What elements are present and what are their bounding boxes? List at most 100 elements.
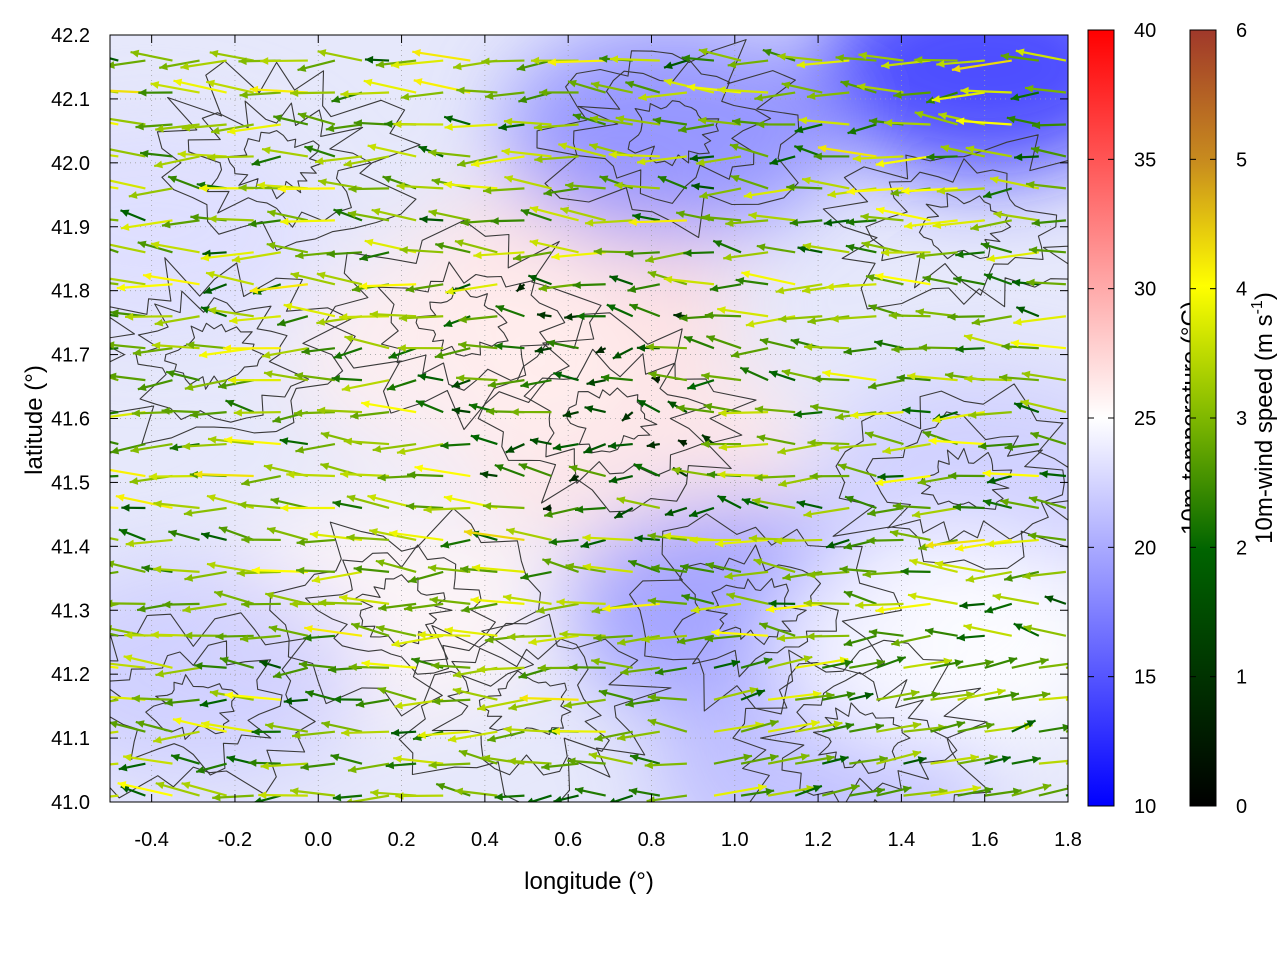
terrain-contour (227, 130, 324, 200)
wind-arrow-head (1062, 723, 1068, 732)
wind-arrow-head (454, 239, 464, 247)
wind-arrow (713, 659, 741, 669)
wind-arrow (922, 275, 958, 286)
y-axis-label: latitude (°) (21, 365, 48, 475)
wind-arrow (925, 538, 985, 549)
wind-arrow-head (845, 722, 855, 731)
wind-arrow-head (874, 339, 883, 348)
wind-arrow-head (918, 543, 928, 551)
wind-arrow (856, 83, 904, 94)
wind-arrow-head (717, 495, 727, 504)
wind-arrow-shaft (229, 315, 281, 323)
wind-arrow-head (184, 574, 194, 582)
wind-arrow-shaft (954, 538, 1012, 551)
wind-arrow (867, 506, 904, 517)
wind-arrow-head (609, 55, 619, 64)
wind-arrow-shaft (610, 794, 634, 802)
wind-arrow-head (1041, 691, 1051, 699)
wind-arrow-head (645, 343, 654, 351)
wind-arrow (1027, 532, 1067, 542)
wind-arrow-head (748, 534, 758, 543)
wind-arrow-shaft (110, 243, 146, 254)
wind-arrow-head (679, 314, 688, 322)
wind-arrow-head (471, 564, 481, 572)
wind-arrow-shaft (122, 755, 173, 765)
wind-arrow-head (391, 639, 401, 648)
wind-arrow-head (528, 274, 538, 283)
wind-arrow-head (835, 412, 844, 421)
wind-arrow-head (867, 508, 876, 517)
wind-arrow (518, 463, 552, 478)
wind-arrow-head (266, 241, 276, 250)
wind-arrow (110, 376, 119, 382)
wind-arrow-shaft (360, 401, 417, 414)
wind-arrow-head (985, 722, 995, 730)
wind-arrow-head (881, 248, 890, 257)
wind-arrow (516, 59, 552, 72)
wind-arrow (849, 691, 874, 701)
wind-arrow (458, 341, 498, 350)
wind-arrow-head (925, 541, 934, 549)
wind-arrow-head (361, 400, 370, 409)
wind-arrow (616, 730, 660, 742)
wind-arrow-head (551, 252, 560, 261)
wind-arrow-head (447, 735, 457, 743)
wind-arrow (361, 659, 417, 669)
wind-arrow-head (1022, 571, 1031, 580)
wind-arrow (396, 442, 444, 456)
temperature-zone (110, 564, 364, 785)
wind-arrow-head (353, 565, 363, 574)
wind-arrow-head (394, 701, 403, 710)
wind-arrow-head (1010, 691, 1020, 699)
wind-arrow (625, 249, 660, 258)
wind-arrow (875, 602, 931, 614)
wind-arrow-head (810, 403, 819, 412)
wind-arrow-head (456, 374, 465, 383)
wind-arrow (1006, 115, 1040, 126)
wind-arrow (300, 762, 336, 771)
wind-arrow (494, 463, 525, 478)
wind-arrow-head (839, 656, 849, 665)
wind-arrow-head (1004, 443, 1014, 451)
wind-arrow (1020, 399, 1067, 414)
wind-arrow (417, 630, 471, 639)
wind-arrow-shaft (717, 88, 769, 94)
wind-arrow-head (912, 721, 922, 730)
wind-arrow-head (914, 110, 924, 119)
wind-arrow-head (520, 380, 530, 389)
wind-arrow-shaft (602, 602, 660, 611)
wind-arrow (484, 91, 525, 100)
wind-arrow (1014, 153, 1039, 162)
wind-arrow-head (838, 463, 847, 471)
wind-arrow (822, 369, 877, 382)
wind-arrow (891, 634, 931, 647)
x-tick-label: 1.6 (971, 829, 999, 851)
plot-area (84, 35, 1068, 802)
wind-arrow (377, 686, 417, 701)
wind-arrow-head (152, 565, 162, 574)
wind-arrow-head (830, 443, 840, 452)
wind-arrow-shaft (582, 564, 633, 573)
wind-arrow-head (704, 311, 713, 320)
wind-arrow (541, 762, 579, 771)
wind-arrow-shaft (173, 79, 227, 94)
wind-arrow (206, 561, 254, 573)
wind-arrow-head (781, 81, 791, 90)
wind-arrow (507, 632, 552, 641)
wind-arrow (909, 558, 958, 573)
wind-arrow-shaft (882, 442, 931, 453)
wind-arrow-head (507, 757, 516, 766)
wind-arrow-head (926, 153, 935, 161)
wind-arrow (782, 570, 823, 581)
wind-arrow (125, 538, 173, 548)
wind-arrow-head (84, 239, 93, 246)
wind-arrow-head (110, 599, 113, 608)
wind-arrow (110, 372, 146, 382)
wind-arrow-head (206, 79, 215, 88)
wind-arrow-head (359, 253, 369, 262)
wind-arrow (110, 59, 146, 69)
wind-arrow-head (333, 208, 343, 217)
wind-arrow (628, 218, 687, 227)
wind-arrow-head (676, 210, 685, 219)
wind-arrow-head (749, 686, 759, 695)
